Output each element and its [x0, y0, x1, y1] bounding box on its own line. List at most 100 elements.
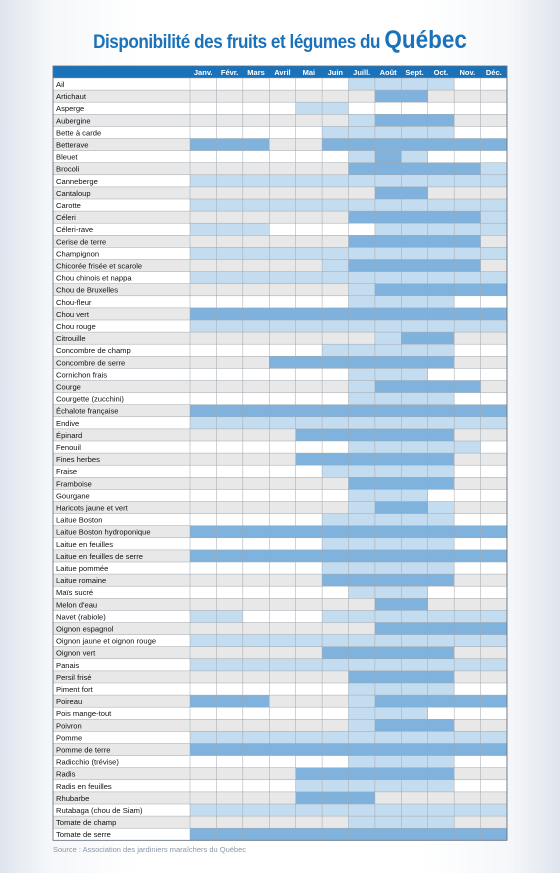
availability-cell	[348, 549, 375, 562]
availability-cell	[242, 428, 270, 441]
availability-cell	[322, 695, 349, 708]
availability-cell	[454, 295, 481, 308]
availability-cell	[190, 489, 217, 502]
row-label: Citrouille	[56, 334, 86, 343]
availability-cell	[269, 90, 296, 103]
availability-cell	[454, 804, 481, 817]
availability-cell	[242, 634, 270, 647]
availability-cell	[295, 670, 323, 683]
availability-cell	[322, 174, 349, 187]
availability-cell	[374, 719, 402, 732]
availability-cell	[374, 320, 402, 333]
availability-cell	[242, 332, 270, 345]
availability-cell	[295, 549, 323, 562]
availability-cell	[348, 586, 375, 599]
availability-cell	[295, 344, 323, 357]
availability-cell	[216, 465, 243, 478]
availability-cell	[454, 489, 481, 502]
availability-cell	[269, 126, 296, 139]
availability-cell	[269, 549, 296, 562]
availability-cell	[295, 586, 323, 599]
availability-cell	[401, 828, 428, 841]
availability-cell	[269, 731, 296, 744]
row-label-cell	[53, 114, 190, 127]
availability-cell	[401, 199, 428, 212]
availability-cell	[480, 828, 507, 841]
availability-cell	[480, 223, 507, 236]
availability-cell	[190, 828, 217, 841]
availability-cell	[427, 162, 455, 175]
availability-cell	[480, 320, 507, 333]
availability-cell	[216, 791, 243, 804]
availability-cell	[454, 598, 481, 611]
row-label-cell	[53, 90, 190, 103]
availability-cell	[269, 102, 296, 115]
availability-cell	[427, 441, 455, 454]
availability-cell	[190, 441, 217, 454]
availability-cell	[269, 320, 296, 333]
row-label-cell	[53, 767, 190, 780]
availability-cell	[216, 295, 243, 308]
row-label-cell	[53, 707, 190, 720]
availability-cell	[295, 380, 323, 393]
availability-cell	[216, 428, 243, 441]
availability-cell	[216, 816, 243, 829]
availability-cell	[322, 126, 349, 139]
availability-cell	[295, 307, 323, 320]
availability-cell	[427, 332, 455, 345]
availability-cell	[295, 320, 323, 333]
availability-cell	[480, 598, 507, 611]
availability-cell	[216, 477, 243, 490]
availability-cell	[401, 247, 428, 260]
availability-cell	[242, 695, 270, 708]
availability-cell	[295, 767, 323, 780]
availability-cell	[480, 525, 507, 538]
availability-cell	[348, 816, 375, 829]
availability-cell	[454, 126, 481, 139]
availability-cell	[242, 223, 270, 236]
availability-cell	[269, 767, 296, 780]
availability-cell	[322, 392, 349, 405]
availability-cell	[295, 392, 323, 405]
availability-cell	[427, 283, 455, 296]
availability-cell	[269, 441, 296, 454]
availability-cell	[295, 186, 323, 199]
row-label-cell	[53, 779, 190, 792]
availability-cell	[322, 320, 349, 333]
availability-cell	[295, 404, 323, 417]
availability-cell	[348, 658, 375, 671]
availability-cell	[269, 380, 296, 393]
availability-cell	[374, 78, 402, 91]
availability-cell	[480, 102, 507, 115]
availability-cell	[295, 368, 323, 381]
availability-cell	[427, 465, 455, 478]
availability-cell	[242, 380, 270, 393]
availability-cell	[269, 513, 296, 526]
availability-cell	[242, 549, 270, 562]
availability-cell	[374, 695, 402, 708]
row-label-cell	[53, 695, 190, 708]
availability-cell	[348, 477, 375, 490]
availability-cell	[480, 755, 507, 768]
row-label-cell	[53, 392, 190, 405]
availability-cell	[480, 235, 507, 248]
availability-cell	[427, 489, 455, 502]
row-label-cell	[53, 731, 190, 744]
availability-cell	[295, 211, 323, 224]
availability-cell	[374, 816, 402, 829]
availability-cell	[480, 501, 507, 514]
availability-cell	[427, 186, 455, 199]
availability-cell	[427, 295, 455, 308]
row-label-cell	[53, 162, 190, 175]
row-label-cell	[53, 574, 190, 587]
availability-cell	[322, 683, 349, 696]
availability-cell	[348, 828, 375, 841]
availability-cell	[242, 683, 270, 696]
availability-cell	[216, 501, 243, 514]
availability-cell	[348, 731, 375, 744]
row-label-cell	[53, 211, 190, 224]
availability-cell	[401, 767, 428, 780]
availability-cell	[242, 404, 270, 417]
availability-cell	[348, 634, 375, 647]
availability-cell	[401, 428, 428, 441]
